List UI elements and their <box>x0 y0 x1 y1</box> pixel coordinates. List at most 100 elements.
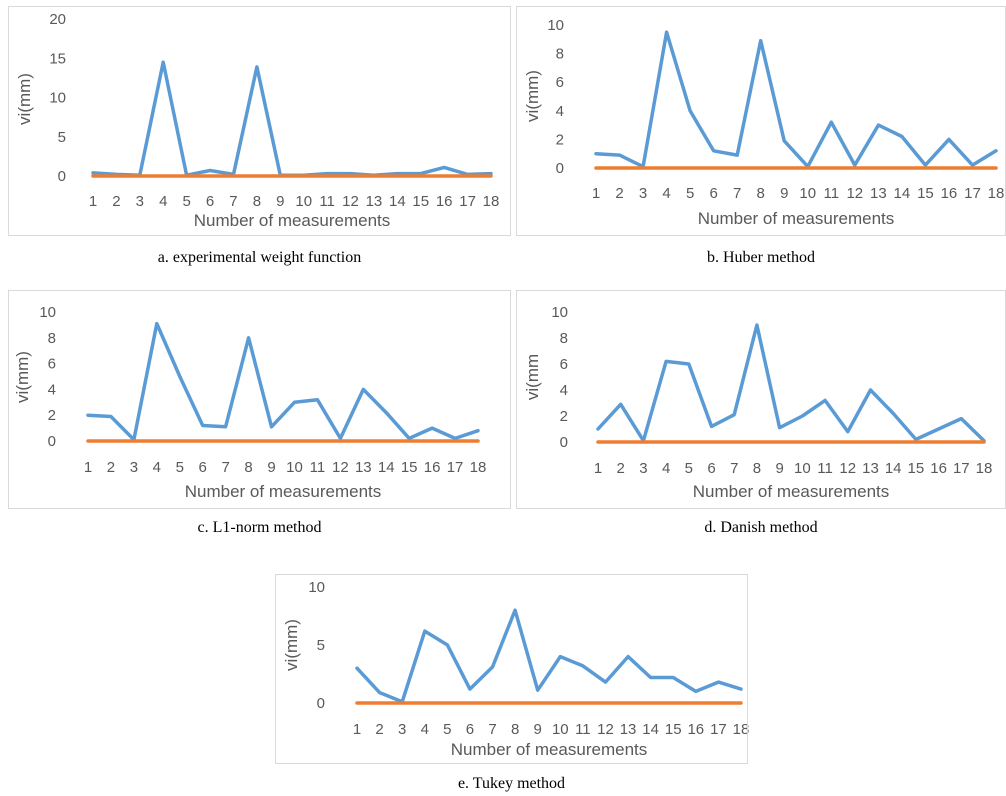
y-tick-label: 10 <box>39 304 56 321</box>
x-tick-label: 15 <box>908 460 925 477</box>
x-tick-label: 2 <box>617 460 625 477</box>
x-tick-label: 17 <box>964 185 981 202</box>
x-tick-label: 3 <box>136 193 144 210</box>
x-tick-label: 18 <box>733 721 750 738</box>
series-line-main <box>596 323 986 443</box>
y-tick-label: 4 <box>560 382 568 399</box>
y-axis-title: vi(mm) <box>523 70 542 122</box>
x-tick-label: 12 <box>342 193 359 210</box>
y-tick-label: 0 <box>556 160 564 177</box>
y-tick-label: 10 <box>308 579 325 596</box>
x-tick-label: 3 <box>130 459 138 476</box>
x-tick-label: 18 <box>470 459 487 476</box>
x-tick-label: 4 <box>421 721 429 738</box>
x-tick-label: 6 <box>199 459 207 476</box>
x-tick-label: 16 <box>930 460 947 477</box>
x-tick-label: 11 <box>310 459 326 476</box>
x-tick-label: 16 <box>424 459 441 476</box>
y-axis-title: vi(mm) <box>13 351 32 403</box>
y-tick-label: 15 <box>49 50 66 67</box>
x-tick-label: 9 <box>534 721 542 738</box>
x-tick-label: 2 <box>107 459 115 476</box>
x-tick-label: 8 <box>253 193 261 210</box>
x-tick-label: 7 <box>733 185 741 202</box>
x-tick-label: 3 <box>639 185 647 202</box>
x-tick-label: 4 <box>662 185 670 202</box>
x-tick-label: 10 <box>799 185 816 202</box>
x-tick-label: 5 <box>686 185 694 202</box>
y-tick-label: 10 <box>551 304 568 321</box>
x-tick-label: 9 <box>780 185 788 202</box>
x-tick-label: 3 <box>398 721 406 738</box>
series-line-main <box>86 321 480 442</box>
x-tick-label: 6 <box>707 460 715 477</box>
x-tick-label: 16 <box>687 721 704 738</box>
x-tick-label: 14 <box>894 185 911 202</box>
y-tick-label: 2 <box>48 407 56 424</box>
x-axis-title: Number of measurements <box>693 482 890 501</box>
x-tick-label: 17 <box>953 460 970 477</box>
x-tick-label: 1 <box>89 193 97 210</box>
series-line-main <box>91 60 493 177</box>
x-tick-label: 9 <box>276 193 284 210</box>
x-tick-label: 6 <box>709 185 717 202</box>
x-tick-label: 17 <box>447 459 464 476</box>
x-tick-label: 14 <box>885 460 902 477</box>
x-axis-title: Number of measurements <box>185 482 382 501</box>
x-tick-label: 14 <box>389 193 406 210</box>
x-tick-label: 16 <box>941 185 958 202</box>
x-tick-label: 17 <box>459 193 476 210</box>
y-tick-label: 8 <box>556 46 564 63</box>
chart-panel-a: 0 5 10 15 20 1 2 3 4 5 6 7 8 9 10 11 12 13 14 15 16 17 18 Numbe… <box>8 6 511 236</box>
y-tick-label: 0 <box>48 433 56 450</box>
y-tick-label: 0 <box>560 434 568 451</box>
x-tick-label: 1 <box>594 460 602 477</box>
x-tick-label: 10 <box>794 460 811 477</box>
y-tick-label: 5 <box>317 637 325 654</box>
x-tick-label: 1 <box>592 185 600 202</box>
x-tick-label: 9 <box>775 460 783 477</box>
caption-b: b. Huber method <box>707 249 815 266</box>
caption-c: c. L1-norm method <box>197 519 322 536</box>
x-tick-label: 7 <box>730 460 738 477</box>
y-tick-label: 0 <box>58 168 66 185</box>
y-axis-title: vi(mm) <box>15 73 34 125</box>
x-tick-label: 12 <box>839 460 856 477</box>
x-tick-label: 16 <box>436 193 453 210</box>
x-tick-label: 11 <box>817 460 833 477</box>
x-tick-label: 5 <box>443 721 451 738</box>
x-tick-label: 3 <box>639 460 647 477</box>
x-axis-title: Number of measurements <box>451 740 648 759</box>
y-axis-title: vi(mm <box>523 354 542 400</box>
x-tick-label: 5 <box>176 459 184 476</box>
y-tick-label: 8 <box>48 330 56 347</box>
x-tick-label: 12 <box>597 721 614 738</box>
x-tick-label: 13 <box>366 193 383 210</box>
y-tick-label: 10 <box>547 17 564 34</box>
x-tick-label: 15 <box>665 721 682 738</box>
x-tick-label: 4 <box>153 459 161 476</box>
caption-d: d. Danish method <box>704 519 818 536</box>
x-tick-label: 18 <box>988 185 1005 202</box>
x-tick-label: 10 <box>552 721 569 738</box>
caption-a: a. experimental weight function <box>157 249 362 266</box>
y-tick-label: 6 <box>48 356 56 373</box>
y-tick-label: 6 <box>556 74 564 91</box>
x-tick-label: 10 <box>295 193 312 210</box>
x-tick-label: 13 <box>870 185 887 202</box>
x-tick-label: 15 <box>412 193 429 210</box>
x-tick-label: 6 <box>466 721 474 738</box>
x-tick-label: 12 <box>846 185 863 202</box>
x-tick-label: 18 <box>976 460 993 477</box>
y-tick-label: 0 <box>317 695 325 712</box>
y-tick-label: 4 <box>556 103 564 120</box>
x-tick-label: 11 <box>319 193 335 210</box>
chart-panel-b: 0 2 4 6 8 10 1 2 3 4 5 6 7 8 9 10 11 12 13 14 15 16 17 18 Number… <box>516 6 1006 236</box>
chart-panel-c: 0 2 4 6 8 10 1 2 3 4 5 6 7 8 9 10 11 12 13 14 15 16 17 18 Number… <box>8 290 511 509</box>
x-tick-label: 7 <box>221 459 229 476</box>
x-tick-label: 14 <box>642 721 659 738</box>
